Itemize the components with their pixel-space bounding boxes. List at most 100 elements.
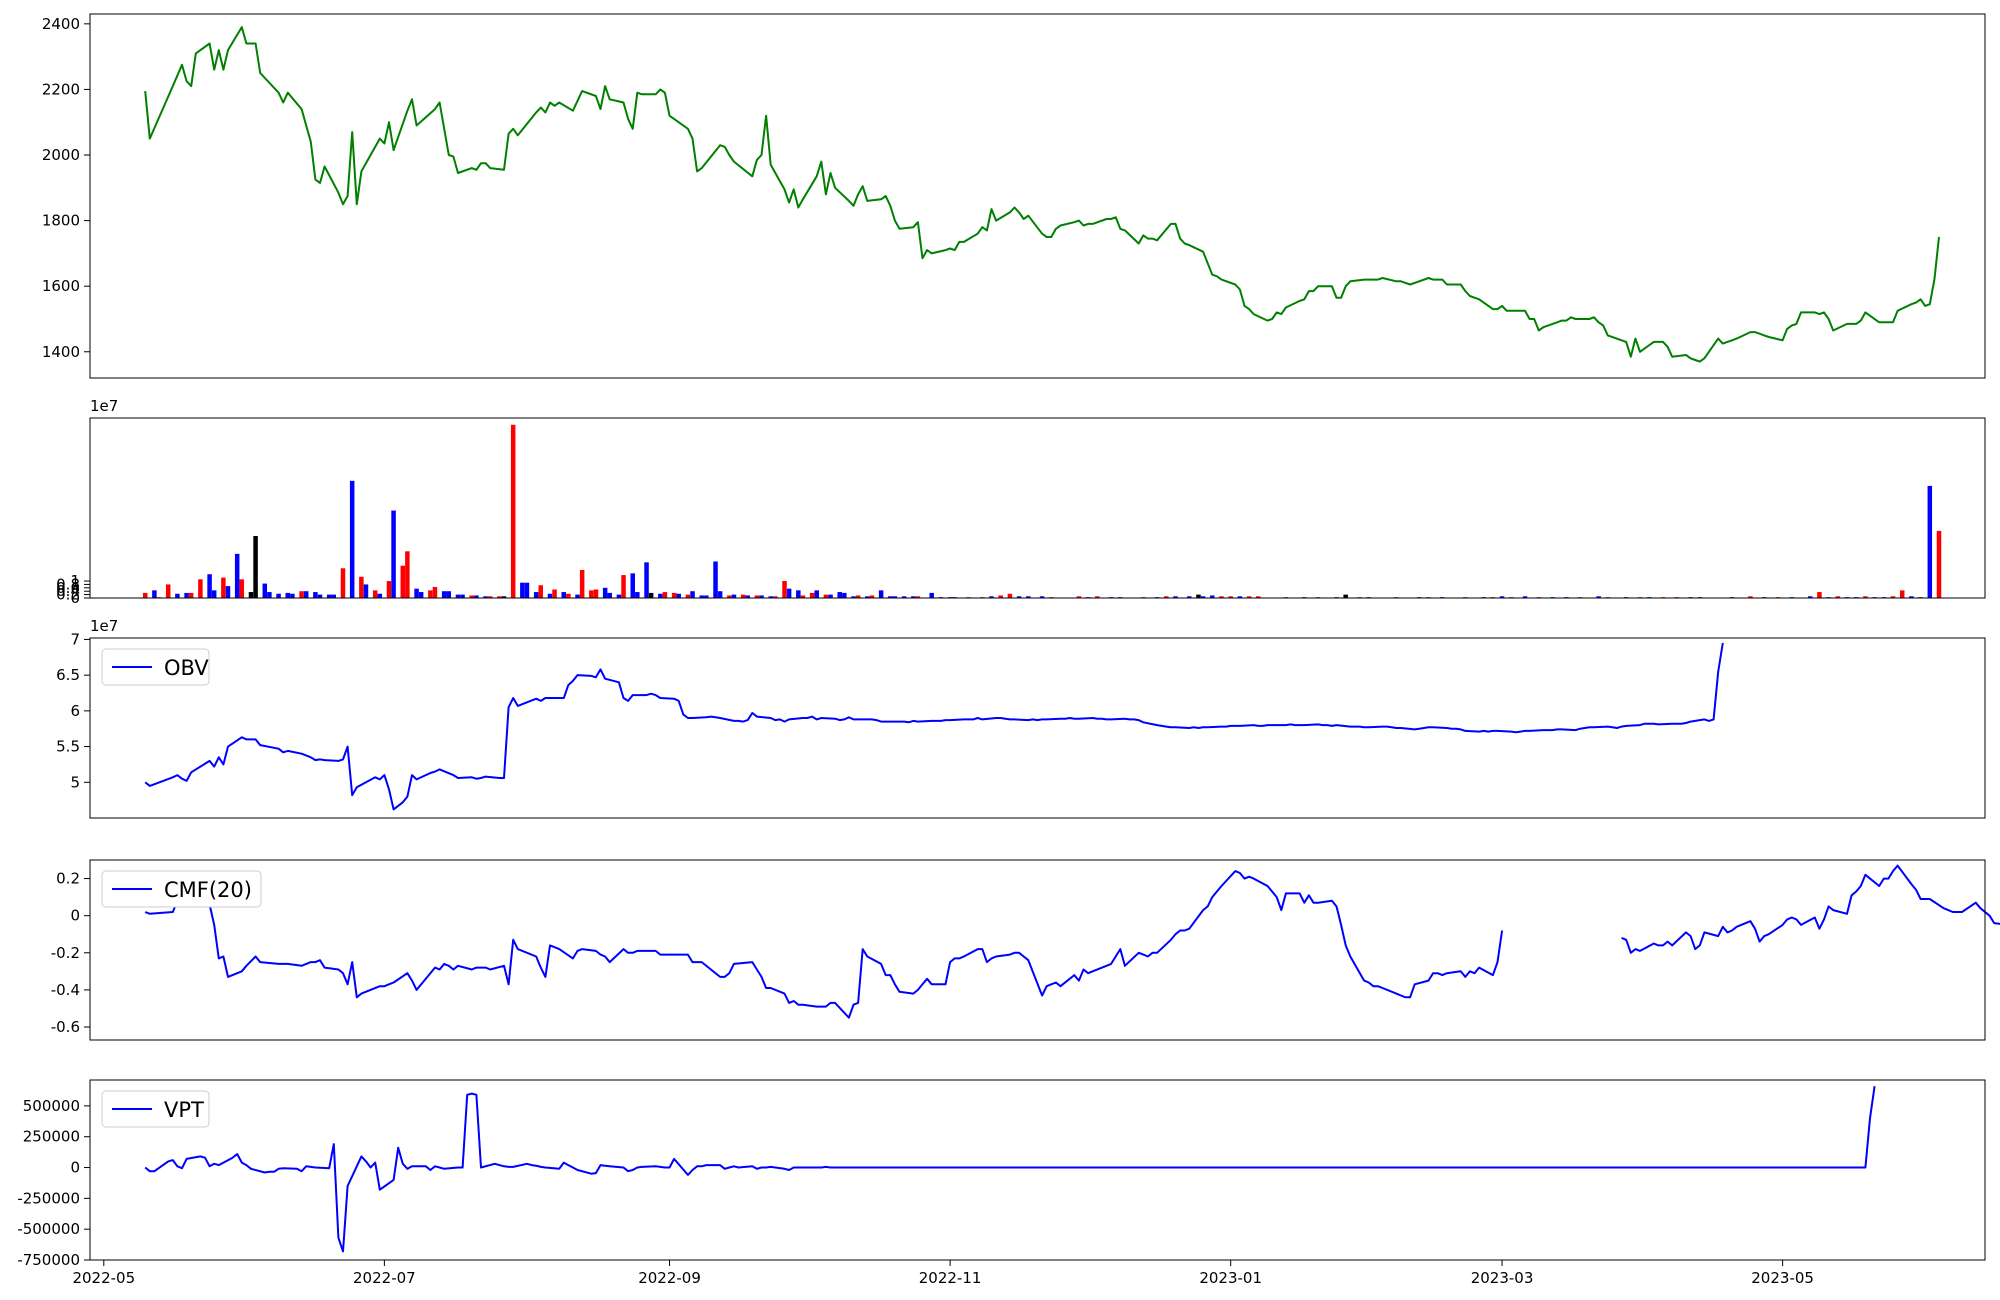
legend-box xyxy=(101,870,262,908)
volume-bar xyxy=(510,424,516,598)
volume-bar xyxy=(1076,596,1082,598)
volume-bar xyxy=(837,592,842,598)
volume-bar xyxy=(483,596,488,598)
volume-bar xyxy=(331,594,337,598)
volume-bar xyxy=(326,594,332,598)
volume-bar xyxy=(579,569,585,598)
volume-bar xyxy=(1596,596,1601,598)
volume-bar xyxy=(671,592,677,598)
volume-bar xyxy=(768,596,773,598)
y-tick-label: -0.2 xyxy=(51,944,80,962)
shared-x-axis: 2022-05 2022-07 2022-09 2022-11 2023-01 2023-… xyxy=(72,1260,1814,1287)
y-tick-label: 5 xyxy=(70,773,80,791)
y-tick-label: 2400 xyxy=(42,15,80,33)
volume-bar xyxy=(1219,596,1224,598)
axes-frame xyxy=(89,417,1986,599)
volume-bar xyxy=(340,568,346,598)
volume-bar xyxy=(1007,593,1013,598)
volume-bar xyxy=(1890,596,1896,598)
obv-series-line xyxy=(144,642,1724,811)
volume-bar xyxy=(207,574,212,598)
volume-bar xyxy=(317,594,323,598)
volume-bar xyxy=(1522,596,1528,598)
volume-bar xyxy=(474,595,479,598)
x-tick-label: 2023-01 xyxy=(1199,1269,1262,1287)
y-tick-label: 1400 xyxy=(42,343,80,361)
y-tick-label: 1 xyxy=(70,572,80,590)
volume-bar xyxy=(989,596,994,598)
volume-bar xyxy=(276,593,281,598)
volume-bar xyxy=(851,596,856,598)
y-tick-label: 5.5 xyxy=(56,738,80,756)
volume-panel: 00.20.40.60.81 1e7 xyxy=(56,397,1986,607)
volume-bar xyxy=(1807,596,1813,598)
volume-bar xyxy=(377,593,383,598)
y-tick-label: 1800 xyxy=(42,212,80,230)
volume-bar xyxy=(717,591,723,598)
y-tick-label: 0 xyxy=(70,1159,80,1177)
y-tick-label: 0.2 xyxy=(56,870,80,888)
y-tick-label: 6.5 xyxy=(56,666,80,684)
volume-bar xyxy=(460,594,465,598)
volume-bar xyxy=(1016,596,1022,598)
vpt-series-line xyxy=(144,1086,1876,1253)
y-tick-label: -750000 xyxy=(17,1251,80,1269)
volume-bar xyxy=(1936,530,1942,598)
legend-label: VPT xyxy=(164,1098,204,1122)
volume-bar xyxy=(524,582,530,598)
volume-bar xyxy=(561,592,566,598)
volume-bar xyxy=(1246,596,1252,598)
volume-bar xyxy=(745,595,750,598)
volume-bar xyxy=(248,592,254,598)
volume-bar xyxy=(455,594,461,598)
volume-bar xyxy=(239,579,245,598)
volume-bar xyxy=(1748,596,1753,598)
volume-bar xyxy=(1817,592,1822,598)
volume-bar xyxy=(648,592,654,598)
volume-bar xyxy=(405,551,410,598)
volume-bar xyxy=(566,593,571,598)
vpt-panel: -750000 -500000 -250000 0 250000 500000 VPT xyxy=(17,1079,1986,1269)
volume-bar xyxy=(432,586,438,598)
volume-bar xyxy=(621,575,626,598)
y-tick-label: -500000 xyxy=(17,1220,80,1238)
volume-bar xyxy=(152,590,157,598)
volume-bar xyxy=(487,596,493,598)
axes-frame xyxy=(89,637,1986,819)
volume-bar xyxy=(644,562,649,598)
volume-bar xyxy=(142,592,148,598)
volume-bar xyxy=(911,596,916,598)
volume-bar xyxy=(428,590,433,598)
volume-bar xyxy=(547,593,553,598)
volume-bar xyxy=(313,592,318,598)
axes-frame xyxy=(89,1079,1986,1261)
volume-bar xyxy=(359,576,364,598)
volume-bar xyxy=(998,595,1003,598)
obv-panel: 5 5.5 6 6.5 7 1e7 OBV xyxy=(56,617,1986,819)
legend-label: CMF(20) xyxy=(164,878,252,902)
legend-box xyxy=(101,648,210,686)
volume-bar xyxy=(607,592,612,598)
volume-bar xyxy=(731,594,737,598)
volume-bar xyxy=(1343,594,1348,598)
cmf-20--series-line xyxy=(1621,864,2000,954)
volume-bar xyxy=(1095,596,1100,598)
volume-bar xyxy=(1256,596,1261,598)
x-tick-label: 2022-05 xyxy=(72,1269,135,1287)
volume-bar xyxy=(823,594,829,598)
volume-bar xyxy=(1835,596,1841,598)
volume-bar xyxy=(1196,594,1201,598)
x-tick-label: 2023-03 xyxy=(1471,1269,1534,1287)
y-axis-exponent: 1e7 xyxy=(90,397,118,415)
volume-bar xyxy=(759,595,764,598)
x-tick-label: 2022-11 xyxy=(919,1269,982,1287)
volume-bar xyxy=(469,595,475,598)
volume-bar xyxy=(414,588,419,598)
volume-bar xyxy=(1927,485,1933,598)
volume-bar xyxy=(658,593,663,598)
volume-bar xyxy=(349,480,355,598)
axes-frame xyxy=(89,859,1986,1041)
legend-label: OBV xyxy=(164,656,209,680)
price-series-line xyxy=(144,26,1940,363)
